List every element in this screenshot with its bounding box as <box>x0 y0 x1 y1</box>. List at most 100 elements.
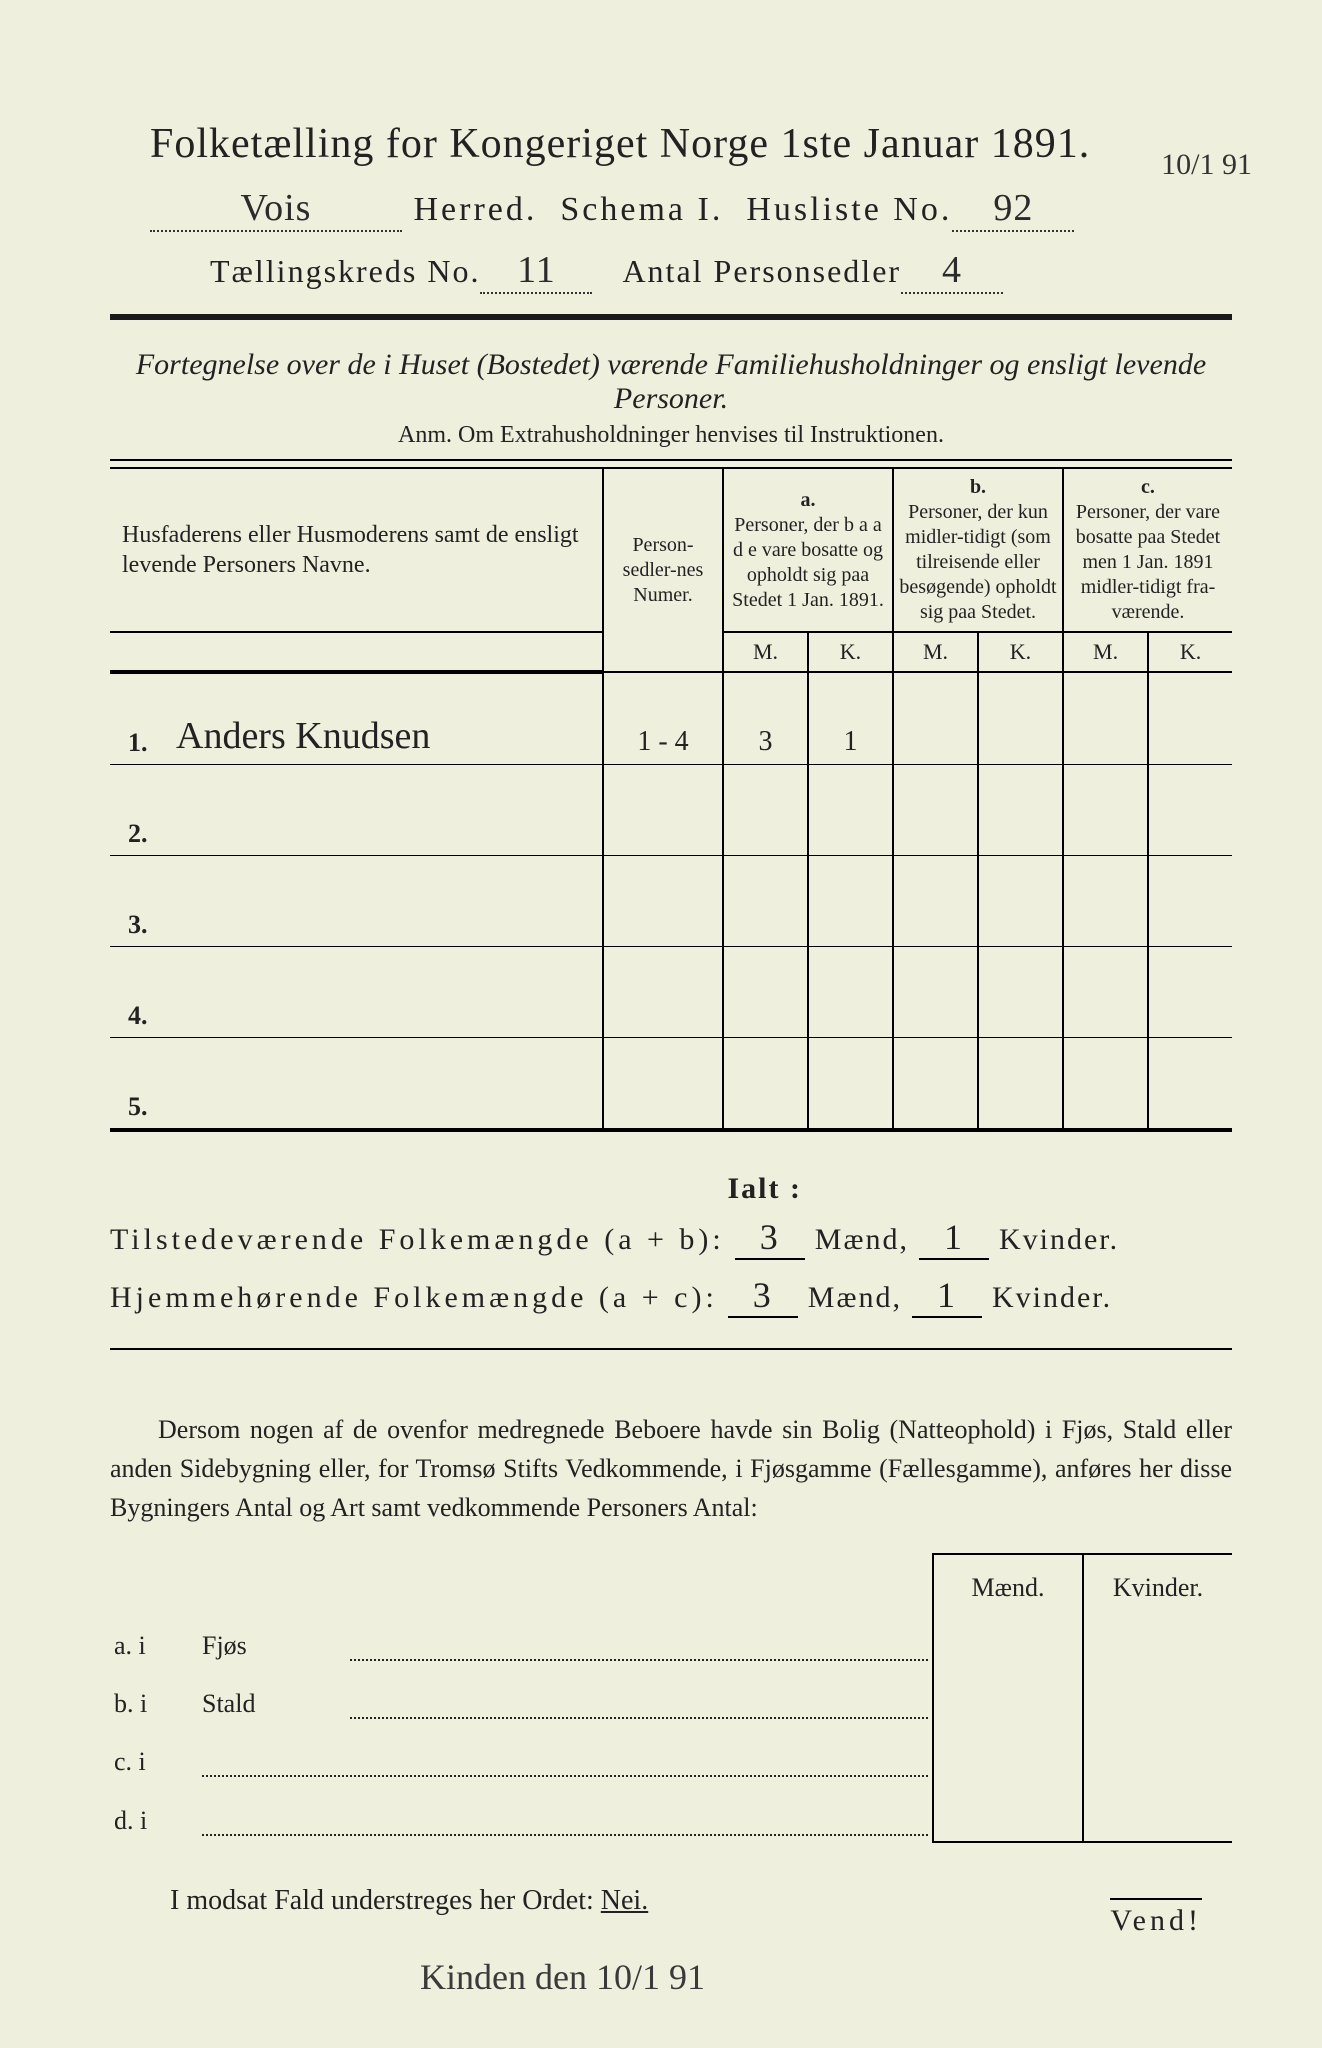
row-name <box>172 947 603 1038</box>
col-b-k: K. <box>978 632 1063 672</box>
side-kvinder-header: Kvinder. <box>1083 1554 1232 1609</box>
schema-label: Schema I. <box>560 191 723 229</box>
side-kvinder-cell <box>1083 1783 1232 1842</box>
row-c-m <box>1063 947 1148 1038</box>
names-spacer <box>110 632 603 672</box>
row-b-k <box>978 856 1063 947</box>
col-numer-header: Person-sedler-nes Numer. <box>603 468 723 672</box>
row-c-m <box>1063 856 1148 947</box>
row-name: Anders Knudsen <box>172 672 603 765</box>
col-b-header: b. Personer, der kun midler-tidigt (som … <box>893 468 1063 632</box>
row-c-m <box>1063 765 1148 856</box>
antal-value: 4 <box>901 248 1003 294</box>
col-c-header: c. Personer, der vare bosatte paa Stedet… <box>1063 468 1232 632</box>
row-b-k <box>978 1038 1063 1131</box>
row-c-k <box>1148 1038 1232 1131</box>
row-numer <box>603 947 723 1038</box>
row-c-k <box>1148 765 1232 856</box>
side-maend-cell <box>933 1667 1083 1725</box>
side-maend-cell <box>933 1609 1083 1667</box>
row-c-m <box>1063 1038 1148 1131</box>
outbuilding-table: Mænd. Kvinder. a. i Fjøs b. i Stald c. i… <box>110 1553 1232 1843</box>
side-row-pre: d. i <box>110 1783 198 1842</box>
signature: Kinden den 10/1 91 <box>420 1956 705 1998</box>
dotted-fill <box>350 1703 928 1719</box>
row-c-k <box>1148 672 1232 765</box>
divider-thick <box>110 314 1232 320</box>
col-b-m: M. <box>893 632 978 672</box>
side-kvinder-cell <box>1083 1667 1232 1725</box>
row-numer <box>603 1038 723 1131</box>
table-row: 3. <box>110 856 1232 947</box>
side-maend-cell <box>933 1783 1083 1842</box>
row-a-m <box>723 947 808 1038</box>
herred-label: Herred. <box>414 191 538 229</box>
row-num: 3. <box>110 856 172 947</box>
side-kvinder-cell <box>1083 1609 1232 1667</box>
row-a-k <box>808 856 893 947</box>
kreds-value: 11 <box>480 248 592 294</box>
resident-women: 1 <box>912 1274 982 1318</box>
row-name <box>172 856 603 947</box>
row-b-m <box>893 856 978 947</box>
col-b-label: b. <box>970 476 986 498</box>
row-b-m <box>893 1038 978 1131</box>
col-c-k: K. <box>1148 632 1232 672</box>
row-b-m <box>893 672 978 765</box>
census-form-page: Folketælling for Kongeriget Norge 1ste J… <box>0 0 1322 2048</box>
nei-word: Nei. <box>601 1885 648 1916</box>
census-table: Husfaderens eller Husmoderens samt de en… <box>110 467 1232 1132</box>
present-men: 3 <box>735 1216 805 1260</box>
row-name <box>172 1038 603 1131</box>
outbuilding-paragraph: Dersom nogen af de ovenfor medregnede Be… <box>110 1410 1232 1527</box>
side-row: d. i <box>110 1783 1232 1842</box>
table-row: 4. <box>110 947 1232 1038</box>
row-name <box>172 765 603 856</box>
totals-line-present: Tilstedeværende Folkemængde (a + b): 3 M… <box>110 1216 1232 1260</box>
col-b-text: Personer, der kun midler-tidigt (som til… <box>899 501 1056 623</box>
side-row-label: Stald <box>198 1667 346 1725</box>
table-row: 1. Anders Knudsen 1 - 4 3 1 <box>110 672 1232 765</box>
col-a-header: a. Personer, der b a a d e vare bosatte … <box>723 468 893 632</box>
row-b-m <box>893 765 978 856</box>
row-numer <box>603 856 723 947</box>
row-num: 5. <box>110 1038 172 1131</box>
maend-label: Mænd, <box>808 1281 902 1315</box>
row-num: 1. <box>110 672 172 765</box>
anm-note: Anm. Om Extrahusholdninger henvises til … <box>110 422 1232 449</box>
row-num: 4. <box>110 947 172 1038</box>
herred-value: Vois <box>150 186 402 232</box>
side-row: c. i <box>110 1725 1232 1783</box>
kvinder-label: Kvinder. <box>992 1281 1112 1315</box>
row-numer: 1 - 4 <box>603 672 723 765</box>
row-a-m <box>723 1038 808 1131</box>
ialt-label: Ialt : <box>110 1172 1232 1206</box>
subtitle: Fortegnelse over de i Huset (Bostedet) v… <box>110 348 1232 416</box>
divider-thin <box>110 1348 1232 1350</box>
side-row-label: Fjøs <box>198 1609 346 1667</box>
row-num: 2. <box>110 765 172 856</box>
col-a-m: M. <box>723 632 808 672</box>
header-row-herred: Vois Herred. Schema I. Husliste No. 92 <box>150 186 1232 232</box>
kvinder-label: Kvinder. <box>999 1223 1119 1257</box>
col-names-header: Husfaderens eller Husmoderens samt de en… <box>110 468 603 632</box>
row-c-k <box>1148 856 1232 947</box>
row-b-k <box>978 947 1063 1038</box>
row-a-m <box>723 856 808 947</box>
dotted-fill <box>202 1820 928 1836</box>
row-c-k <box>1148 947 1232 1038</box>
totals-block: Ialt : Tilstedeværende Folkemængde (a + … <box>110 1172 1232 1318</box>
row-numer <box>603 765 723 856</box>
present-label: Tilstedeværende Folkemængde (a + b): <box>110 1223 725 1257</box>
maend-label: Mænd, <box>815 1223 909 1257</box>
col-c-text: Personer, der vare bosatte paa Stedet me… <box>1076 501 1220 623</box>
row-a-k <box>808 947 893 1038</box>
header-row-kreds: Tællingskreds No. 11 Antal Personsedler … <box>210 248 1232 294</box>
side-maend-cell <box>933 1725 1083 1783</box>
present-women: 1 <box>919 1216 989 1260</box>
dotted-fill <box>202 1761 928 1777</box>
row-b-m <box>893 947 978 1038</box>
row-a-k: 1 <box>808 672 893 765</box>
side-row-pre: c. i <box>110 1725 198 1783</box>
resident-men: 3 <box>728 1274 798 1318</box>
